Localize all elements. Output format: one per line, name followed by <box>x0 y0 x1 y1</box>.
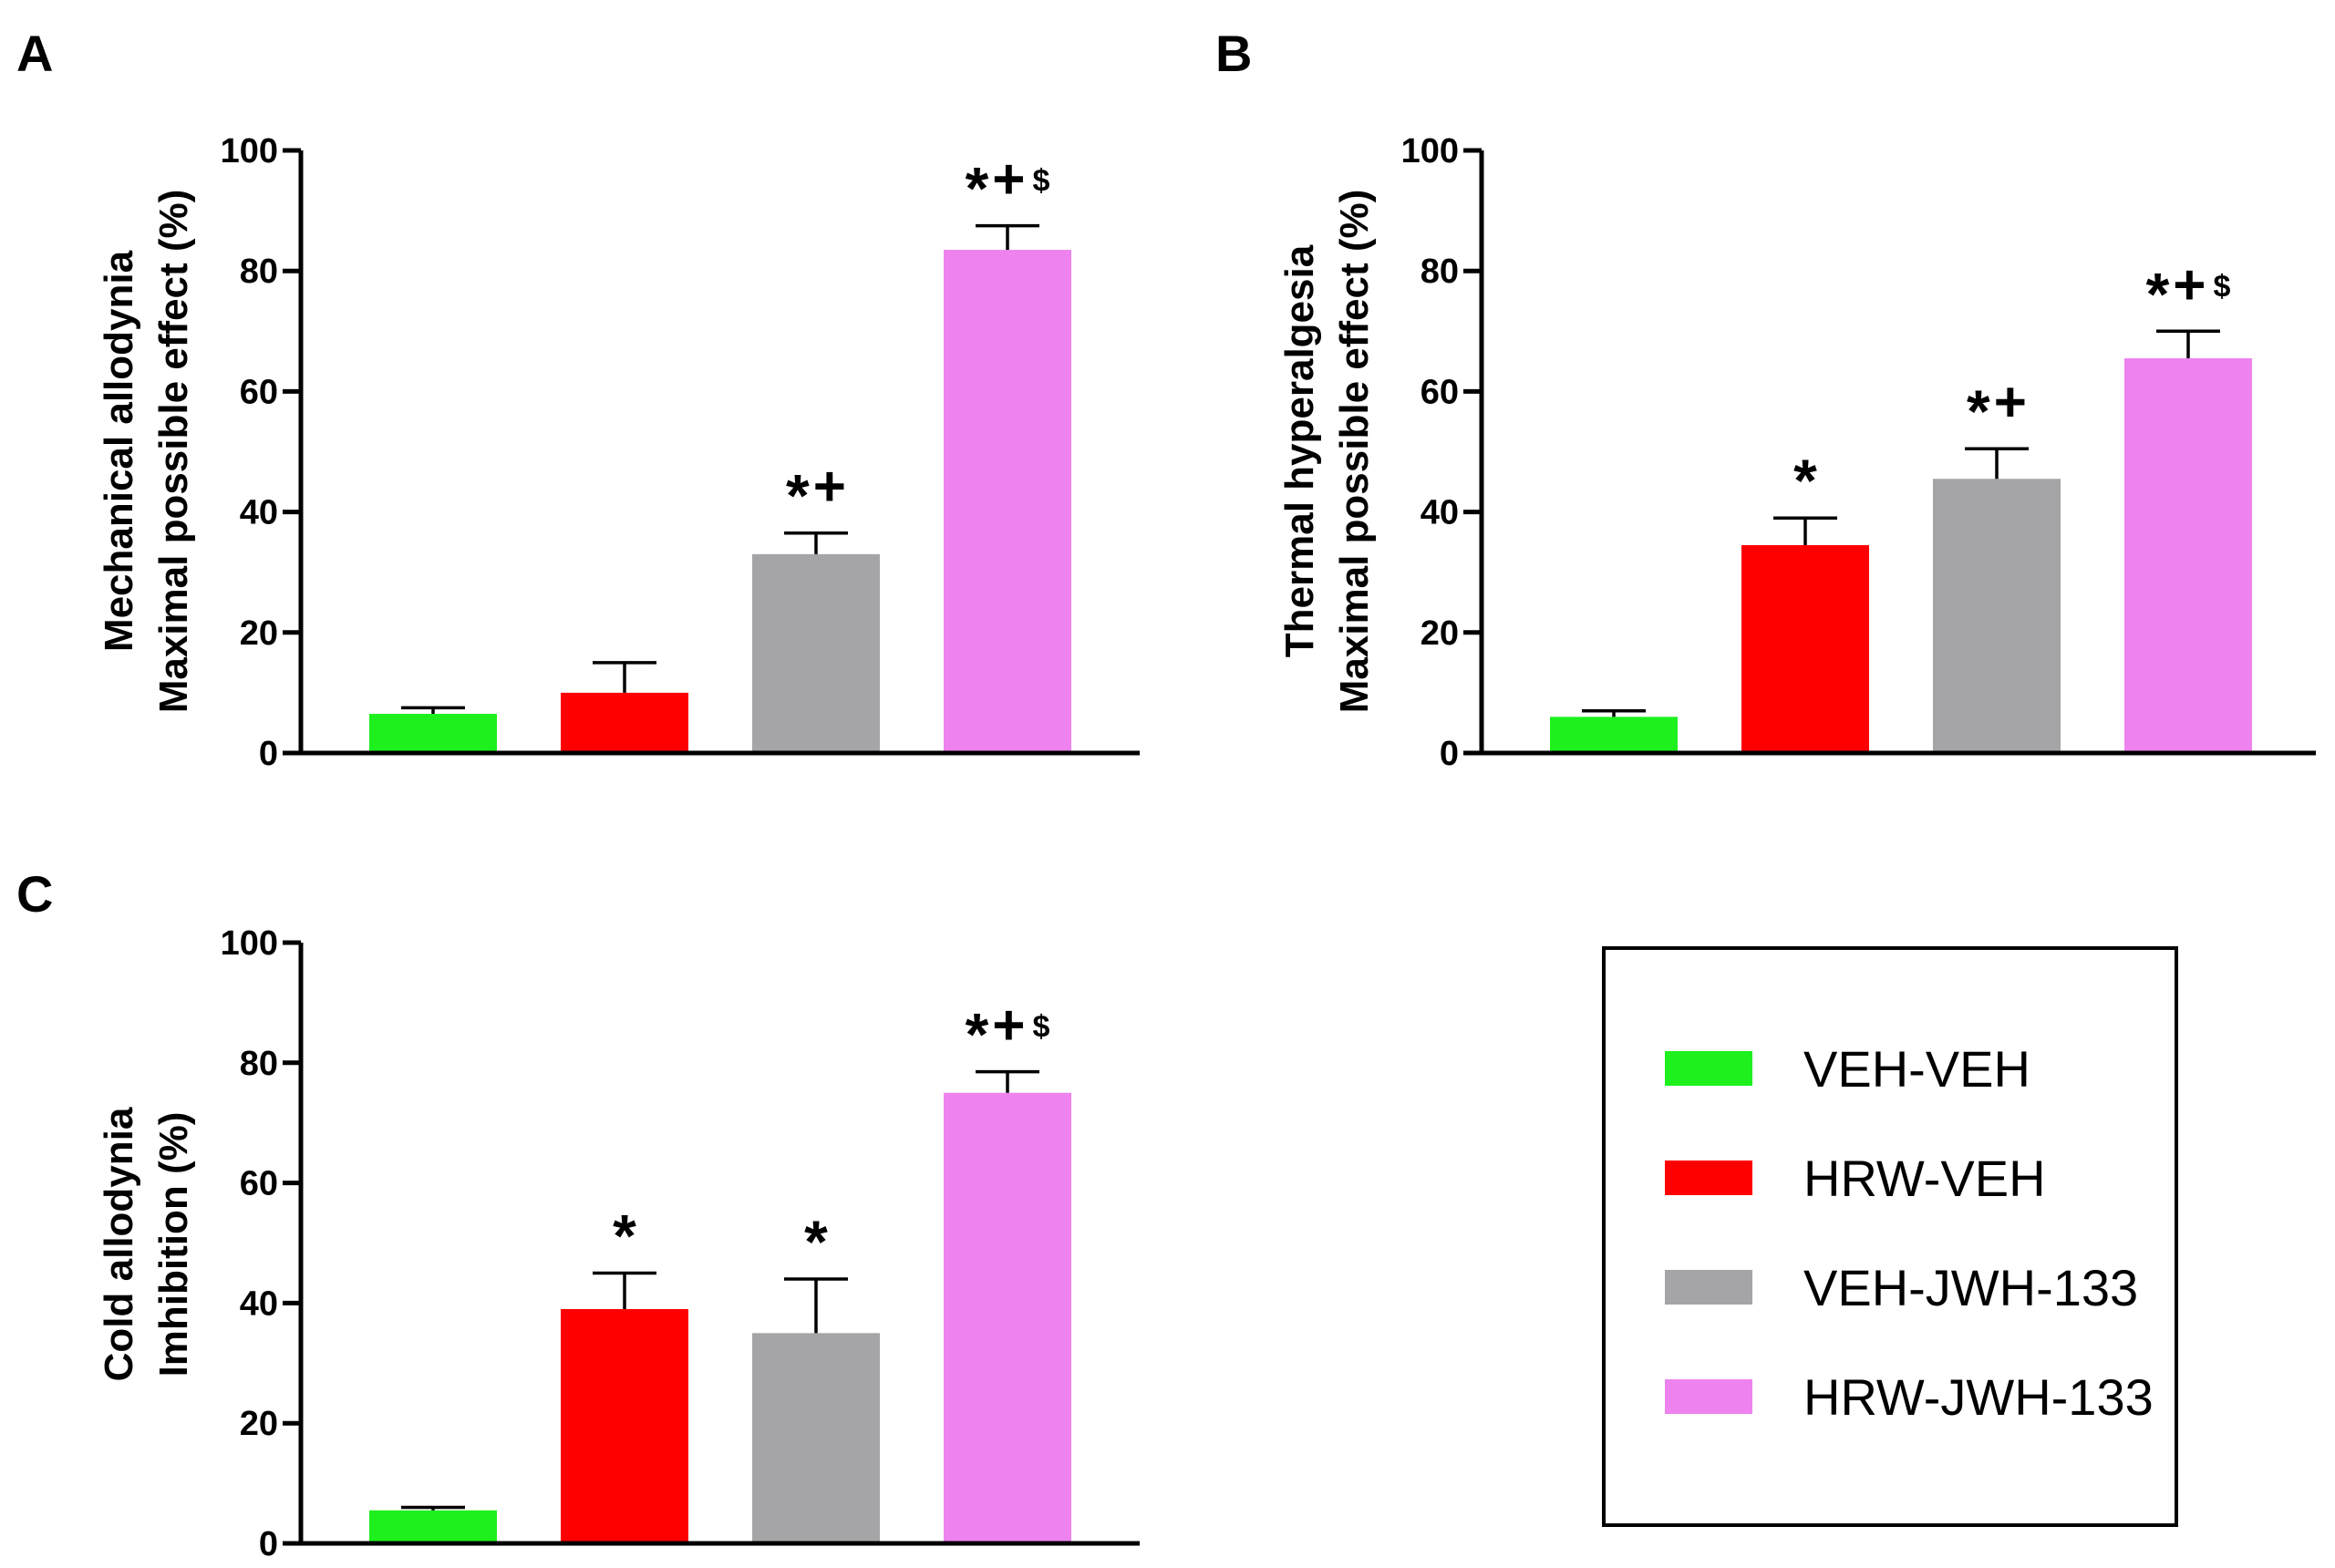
legend-entry-veh-jwh-133: VEH-JWH-133 <box>1665 1259 2138 1316</box>
bar <box>369 1510 497 1543</box>
y-axis-title-line: Mechanical allodynia <box>97 250 141 652</box>
bar <box>561 692 688 753</box>
bar <box>752 1333 880 1543</box>
legend-label: VEH-VEH <box>1803 1040 2030 1098</box>
chart-panel-a: A Mechanical allodynia Maximal possible ef… <box>16 25 1140 773</box>
legend-swatch <box>1665 1051 1752 1086</box>
y-tick-label: 20 <box>240 614 278 653</box>
y-tick-label: 80 <box>1421 253 1459 291</box>
legend-entry-hrw-jwh-133: HRW-JWH-133 <box>1665 1368 2154 1426</box>
significance-marker: * <box>804 1208 828 1275</box>
y-tick-label: 0 <box>259 1525 278 1563</box>
legend-entry-hrw-veh: HRW-VEH <box>1665 1150 2046 1207</box>
y-tick-label: 40 <box>240 494 278 532</box>
y-tick-label: 20 <box>1421 614 1459 653</box>
panel-letter: C <box>16 865 53 923</box>
bar <box>1741 544 1869 753</box>
y-tick-label: 60 <box>240 1165 278 1203</box>
bar <box>1550 717 1678 753</box>
legend: VEH-VEH HRW-VEH VEH-JWH-133 HRW-JWH-133 <box>1602 946 2178 1527</box>
y-tick-label: 0 <box>259 735 278 773</box>
legend-swatch <box>1665 1270 1752 1305</box>
bar <box>752 553 880 753</box>
significance-marker: *+ <box>786 456 846 530</box>
y-axis-title-line: Cold allodynia <box>97 1107 141 1381</box>
bar <box>561 1308 688 1543</box>
panel-letter: B <box>1215 25 1252 82</box>
bar <box>369 714 497 753</box>
legend-frame <box>1602 946 2178 1527</box>
bar <box>944 250 1071 753</box>
y-axis-title-line: Maximal possible effect (%) <box>151 190 196 714</box>
y-axis-title-line: Imhibition (%) <box>151 1112 196 1377</box>
legend-label: HRW-VEH <box>1803 1150 2046 1207</box>
y-tick-label: 40 <box>240 1284 278 1323</box>
y-tick-label: 100 <box>221 132 278 170</box>
significance-marker: *+ $ <box>966 995 1050 1068</box>
legend-label: HRW-JWH-133 <box>1803 1368 2154 1426</box>
bar <box>2124 358 2252 753</box>
y-tick-label: 60 <box>1421 373 1459 411</box>
y-tick-label: 100 <box>1401 132 1459 170</box>
y-axis-title-line: Maximal possible effect (%) <box>1332 190 1377 714</box>
y-tick-label: 20 <box>240 1405 278 1443</box>
significance-marker: * <box>613 1202 636 1269</box>
y-tick-label: 80 <box>240 253 278 291</box>
chart-panel-c: C Cold allodynia Imhibition (%) 0 20 40 60 80 10… <box>16 865 1140 1563</box>
legend-entry-veh-veh: VEH-VEH <box>1665 1040 2030 1098</box>
y-tick-label: 0 <box>1440 735 1459 773</box>
significance-marker: * <box>1793 447 1817 514</box>
legend-swatch <box>1665 1379 1752 1414</box>
y-tick-label: 80 <box>240 1045 278 1083</box>
y-tick-label: 60 <box>240 373 278 411</box>
y-tick-label: 100 <box>221 924 278 963</box>
legend-swatch <box>1665 1161 1752 1195</box>
chart-panel-b: B Thermal hyperalgesia Maximal possible ef… <box>1215 25 2316 773</box>
significance-marker: *+ <box>1967 371 2027 445</box>
bar <box>1933 479 2061 753</box>
significance-marker: *+ $ <box>966 149 1050 222</box>
significance-marker: *+ $ <box>2146 253 2231 327</box>
legend-label: VEH-JWH-133 <box>1803 1259 2138 1316</box>
y-tick-label: 40 <box>1421 494 1459 532</box>
panel-letter: A <box>16 25 53 82</box>
y-axis-title-line: Thermal hyperalgesia <box>1277 244 1322 657</box>
bar <box>944 1092 1071 1543</box>
